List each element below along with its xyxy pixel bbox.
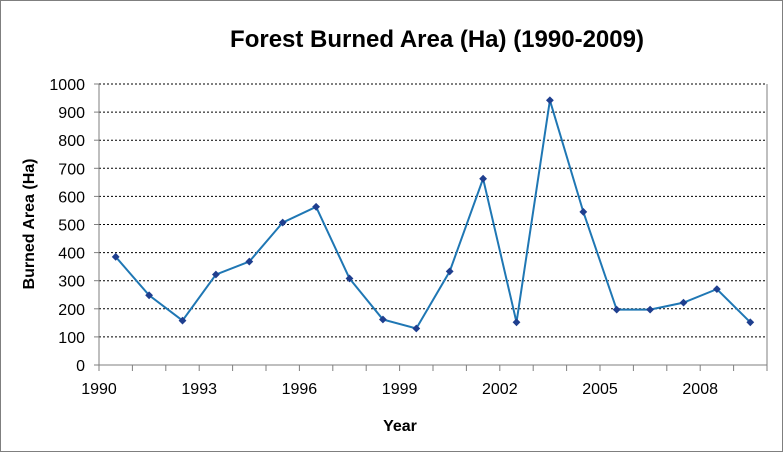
- y-tick-label: 800: [58, 133, 85, 150]
- x-tick-label: 2005: [582, 381, 618, 398]
- x-tick-label: 2002: [482, 381, 518, 398]
- data-point: [746, 318, 755, 327]
- data-point: [646, 305, 655, 314]
- x-tick-label: 2008: [682, 381, 718, 398]
- data-point: [345, 274, 354, 283]
- y-tick-label: 100: [58, 330, 85, 347]
- y-tick-label: 400: [58, 246, 85, 263]
- y-tick-label: 600: [58, 189, 85, 206]
- data-point: [679, 298, 688, 307]
- x-tick-label: 1993: [181, 381, 217, 398]
- data-point: [178, 316, 187, 325]
- x-tick-label: 1990: [81, 381, 117, 398]
- x-tick-label: 1996: [282, 381, 318, 398]
- data-point: [512, 318, 521, 327]
- y-tick-label: 200: [58, 302, 85, 319]
- x-tick-labels: 1990 1993 1996 1999 2002 2005 2008: [81, 381, 718, 398]
- chart-title: Forest Burned Area (Ha) (1990-2009): [230, 26, 644, 53]
- y-tick-label: 700: [58, 161, 85, 178]
- x-tick-label: 1999: [382, 381, 418, 398]
- data-point: [612, 305, 621, 314]
- data-point: [145, 291, 154, 300]
- data-point: [111, 252, 120, 261]
- y-tick-label: 1000: [49, 77, 85, 94]
- data-point: [278, 218, 287, 227]
- y-tick-label: 0: [76, 358, 85, 375]
- x-axis-title: Year: [383, 418, 417, 435]
- data-point: [579, 207, 588, 216]
- y-tick-labels: 0 100 200 300 400 500 600 700 800 900 1000: [49, 77, 85, 375]
- data-point: [445, 267, 454, 276]
- y-tick-label: 900: [58, 105, 85, 122]
- y-tick-label: 300: [58, 274, 85, 291]
- data-point: [479, 174, 488, 183]
- data-point: [245, 257, 254, 266]
- data-point: [412, 324, 421, 333]
- y-tick-label: 500: [58, 218, 85, 235]
- axes: [94, 83, 768, 371]
- data-point: [211, 270, 220, 279]
- data-point: [312, 202, 321, 211]
- series-line: [114, 100, 752, 330]
- data-series: [111, 96, 755, 333]
- data-point: [545, 96, 554, 105]
- y-axis-title: Burned Area (Ha): [21, 159, 38, 290]
- data-point: [378, 315, 387, 324]
- data-point: [712, 285, 721, 294]
